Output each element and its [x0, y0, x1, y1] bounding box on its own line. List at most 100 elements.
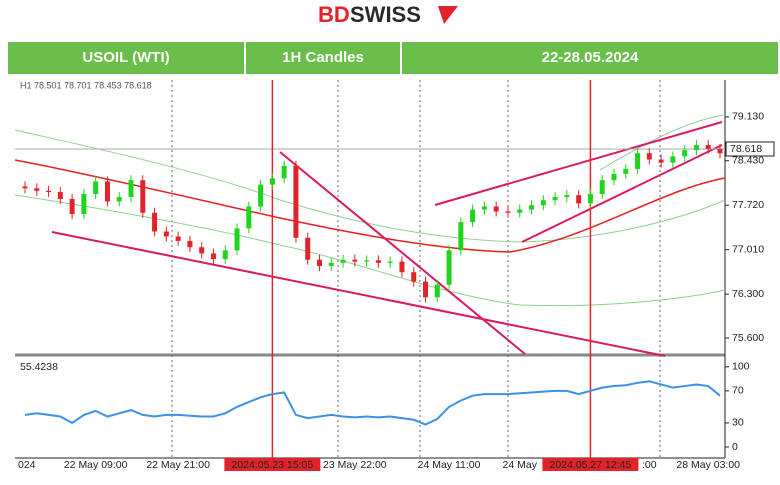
x-label-highlight	[542, 458, 639, 471]
candle-body	[316, 259, 322, 266]
rsi-tick-label: 70	[732, 385, 744, 397]
candle-body	[199, 247, 205, 254]
logo-bd: BD	[318, 2, 350, 27]
candle-body	[234, 228, 240, 251]
candle-body	[646, 153, 652, 160]
x-tick-label: 23 May 22:00	[323, 459, 387, 471]
y-tick-label: 75.600	[732, 332, 764, 344]
candle-body	[281, 165, 287, 179]
candle-body	[328, 262, 334, 266]
x-tick-label: 2024.05.23 15:05	[231, 459, 313, 471]
candle-body	[587, 193, 593, 204]
candle-body	[458, 222, 464, 251]
candle-body	[564, 195, 570, 198]
candle-body	[22, 186, 28, 189]
candle-body	[93, 181, 99, 194]
candle-body	[399, 261, 405, 273]
candle-body	[175, 236, 181, 241]
y-tick-label: 77.720	[732, 199, 764, 211]
candle-body	[423, 281, 429, 298]
candle-body	[470, 209, 476, 223]
rsi-tick-label: 100	[732, 361, 750, 373]
candle-body	[576, 195, 582, 204]
y-tick-label: 79.130	[732, 111, 764, 123]
rsi-tick-label: 30	[732, 417, 744, 429]
x-tick-label: 2024.05.27 12:45	[550, 459, 632, 471]
candle-body	[340, 259, 346, 263]
candle-body	[540, 200, 546, 206]
last-price-box	[725, 141, 775, 157]
x-label-highlight	[224, 458, 321, 471]
candle-body	[446, 250, 452, 285]
candle-body	[210, 253, 216, 260]
indicator-overlay	[14, 114, 726, 307]
candle-body	[411, 272, 417, 282]
candle-body	[81, 193, 87, 214]
candle-body	[599, 180, 605, 194]
candle-body	[493, 206, 499, 212]
tab: 1H Candles	[282, 49, 364, 66]
candle-body	[352, 259, 358, 262]
x-tick-label: 22 May 21:00	[146, 459, 210, 471]
x-tick-label: :00	[642, 459, 657, 471]
v-grid	[171, 80, 661, 458]
logo-flag	[438, 6, 458, 24]
candle-body	[434, 284, 440, 298]
candle-body	[552, 197, 558, 201]
candle-body	[481, 206, 487, 210]
candle-body	[57, 192, 63, 199]
candle-body	[258, 184, 264, 207]
trendline	[51, 121, 723, 357]
candle-body	[623, 168, 629, 174]
candle-body	[34, 188, 40, 191]
candle-body	[163, 231, 169, 237]
candle-body	[611, 173, 617, 181]
candle-body	[152, 212, 158, 232]
candle-body	[246, 206, 252, 229]
candle-body	[375, 260, 381, 263]
candle-body	[717, 148, 723, 154]
tab: 22-28.05.2024	[542, 49, 639, 66]
x-tick-label: 24 May 11:00	[418, 459, 481, 471]
candle-body	[46, 190, 52, 193]
candle-body	[128, 180, 134, 198]
candle-body	[116, 197, 122, 202]
tab-bg	[8, 42, 244, 74]
candle-body	[682, 150, 688, 157]
y-tick-label: 78.430	[732, 155, 764, 167]
candle-body	[69, 198, 75, 214]
candle-body	[222, 250, 228, 260]
x-tick-label: 22 May 09:00	[64, 459, 128, 471]
candle-body	[140, 180, 146, 213]
candle-body	[635, 153, 641, 169]
y-tick-label: 77.010	[732, 243, 764, 255]
rsi-tick-label: 0	[732, 441, 738, 453]
tab-bg	[246, 42, 400, 74]
candle-body	[705, 145, 711, 149]
tab-bg	[402, 42, 778, 74]
x-tick-label: 024	[18, 459, 36, 471]
info-text: H1 78.501 78.701 78.453 78.618	[20, 80, 152, 90]
candle-body	[505, 211, 511, 213]
x-tick-label: 28 May 03:00	[676, 459, 740, 471]
candle-body	[670, 156, 676, 163]
last-price-label: 78.618	[730, 143, 762, 155]
candle-body	[305, 237, 311, 260]
rsi-label: 55.4238	[20, 361, 58, 373]
x-tick-label: 24 May	[503, 459, 538, 471]
candle-body	[364, 260, 370, 262]
candle-body	[693, 145, 699, 151]
candle-body	[387, 261, 393, 263]
logo-rest: SWISS	[350, 2, 421, 27]
candle-body	[293, 165, 299, 238]
tab: USOIL (WTI)	[82, 49, 169, 66]
y-tick-label: 76.300	[732, 288, 764, 300]
rsi-line	[24, 380, 721, 426]
candle-body	[187, 240, 193, 248]
candle-body	[529, 205, 535, 210]
candle-body	[658, 159, 664, 163]
candle-body	[104, 181, 110, 202]
candle-body	[517, 209, 523, 213]
